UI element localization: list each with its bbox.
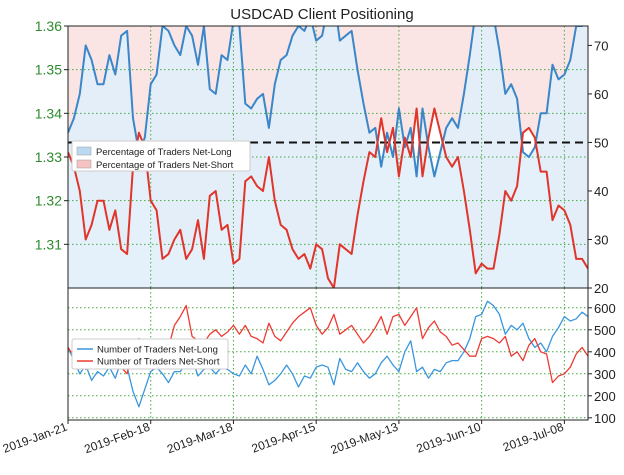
- bottom-legend-label: Number of Traders Net-Long: [97, 345, 218, 356]
- bottom-right-axis-tick-label: 500: [594, 323, 616, 338]
- bottom-right-axis-tick-label: 400: [594, 345, 616, 360]
- left-axis-tick-label: 1.31: [35, 236, 62, 252]
- x-axis-tick-label: 2019-Apr-15: [250, 420, 318, 456]
- left-axis-tick-label: 1.33: [35, 149, 62, 165]
- right-axis-tick-label: 60: [594, 87, 608, 102]
- bottom-right-axis-tick-label: 100: [594, 411, 616, 426]
- right-axis-tick-label: 20: [594, 281, 608, 296]
- left-axis-tick-label: 1.34: [35, 105, 62, 121]
- top-legend: Percentage of Traders Net-Long Percentage…: [71, 140, 251, 172]
- x-axis-tick-label: 2019-Jun-10: [415, 420, 483, 456]
- left-axis-tick-label: 1.35: [35, 62, 62, 78]
- series-line-net-long-percent: [68, 26, 584, 178]
- chart-title: USDCAD Client Positioning: [230, 6, 413, 23]
- top-legend-swatch: [76, 146, 92, 156]
- top-legend-label: Percentage of Traders Net-Long: [96, 147, 232, 158]
- x-axis-tick-label: 2019-Jul-08: [501, 420, 566, 455]
- bottom-panel-frame: [67, 287, 589, 421]
- bottom-right-axis-tick-label: 600: [594, 301, 616, 316]
- x-axis-tick-label: 2019-May-13: [329, 420, 401, 457]
- series-line-net-short-percent: [68, 107, 588, 288]
- x-axis-tick-label: 2019-Jan-21: [1, 420, 69, 456]
- bottom-right-axis-tick-label: 300: [594, 367, 616, 382]
- top-series-lines: [68, 26, 588, 288]
- top-legend-box: [71, 140, 251, 172]
- left-axis-tick-label: 1.36: [35, 18, 62, 34]
- right-axis-tick-label: 70: [594, 38, 608, 53]
- left-axis-tick-label: 1.32: [35, 193, 62, 209]
- top-legend-swatch: [76, 159, 92, 169]
- x-axis-tick-label: 2019-Mar-18: [165, 420, 235, 457]
- x-axis-tick-label: 2019-Feb-18: [82, 420, 152, 457]
- bottom-legend-box: [71, 338, 229, 370]
- right-axis-tick-label: 50: [594, 135, 608, 150]
- bottom-right-axis-tick-label: 200: [594, 389, 616, 404]
- bottom-legend-label: Number of Traders Net-Short: [97, 357, 220, 368]
- right-axis-tick-label: 30: [594, 232, 608, 247]
- right-axis-tick-label: 40: [594, 184, 608, 199]
- top-legend-label: Percentage of Traders Net-Short: [96, 160, 234, 171]
